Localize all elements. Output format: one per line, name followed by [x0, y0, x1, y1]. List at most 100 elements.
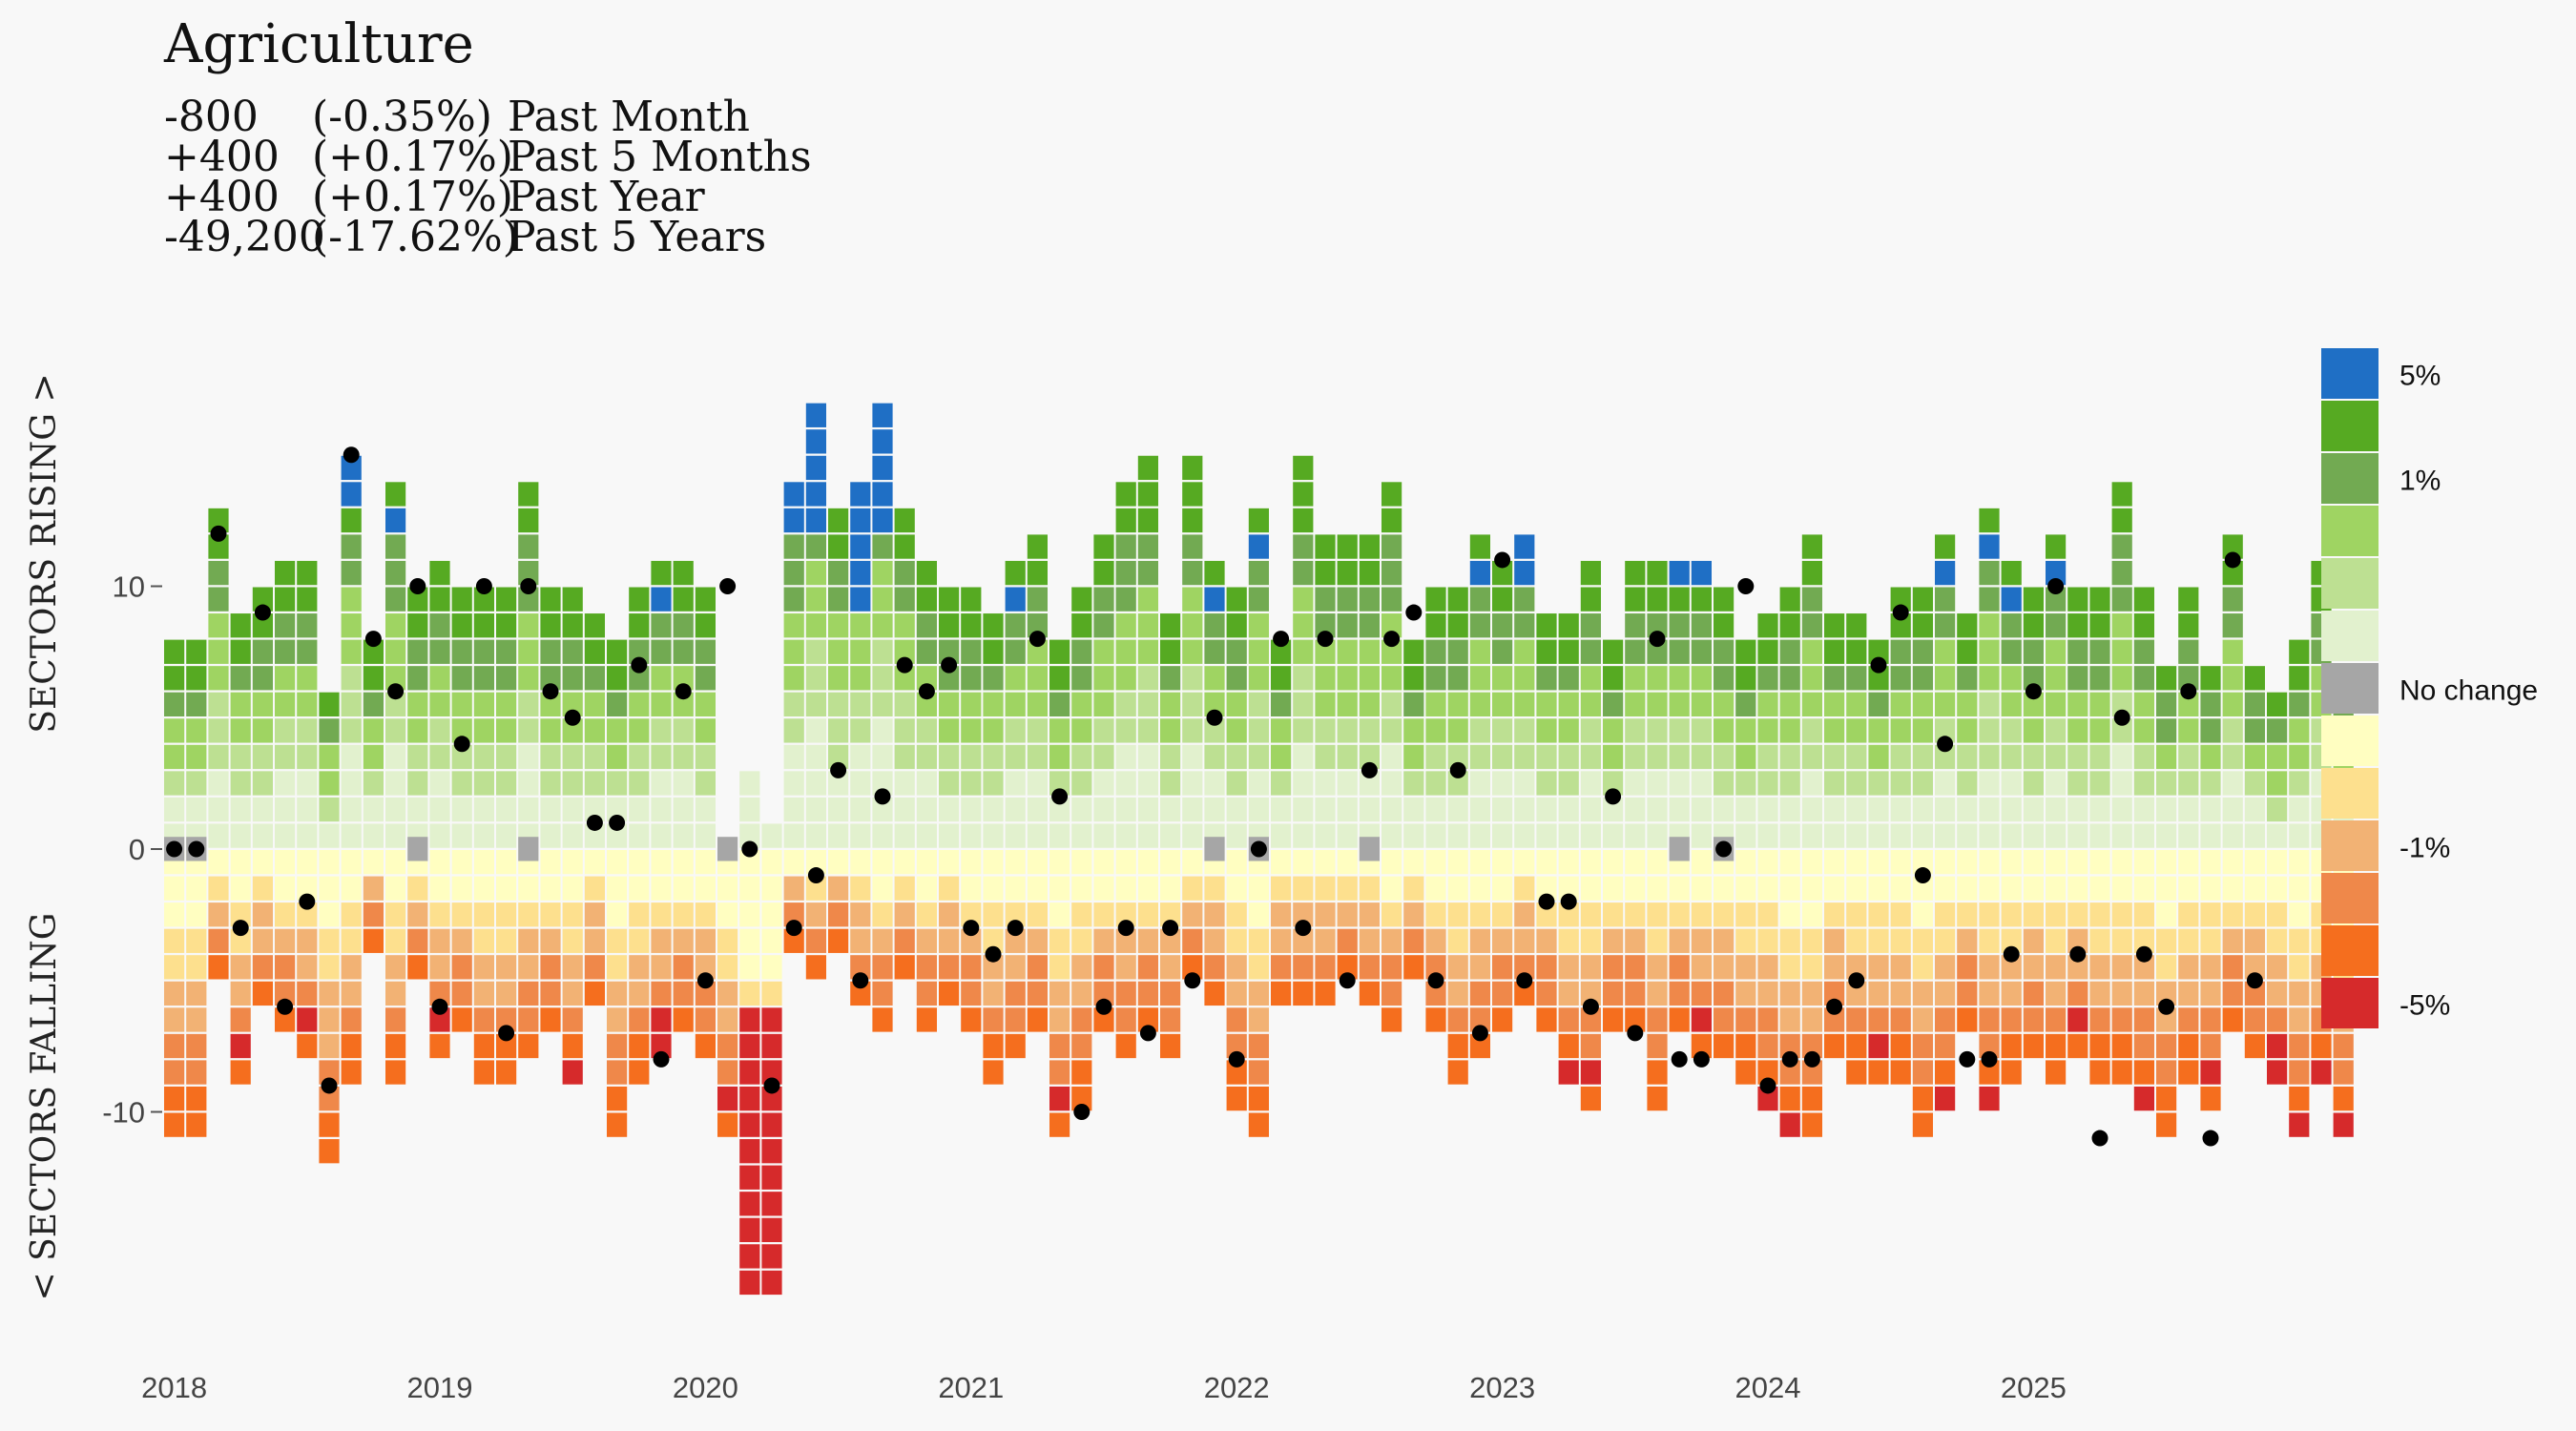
rising-cell: [1226, 823, 1247, 848]
falling-cell: [783, 928, 804, 953]
falling-cell: [1403, 955, 1424, 980]
rising-cell: [872, 613, 893, 638]
rising-cell: [1469, 823, 1490, 848]
rising-cell: [1403, 718, 1424, 743]
rising-cell: [916, 823, 937, 848]
falling-cell: [186, 902, 207, 927]
rising-cell: [1248, 692, 1269, 716]
rising-cell: [1957, 613, 1978, 638]
falling-cell: [385, 981, 406, 1006]
falling-cell: [2111, 955, 2132, 980]
no-change-cell: [1359, 837, 1380, 861]
rising-cell: [1005, 823, 1026, 848]
falling-cell: [252, 981, 273, 1006]
falling-cell: [1204, 876, 1225, 901]
rising-cell: [2001, 797, 2022, 822]
rising-cell: [850, 508, 871, 533]
rising-cell: [208, 797, 229, 822]
falling-cell: [1801, 1060, 1822, 1085]
rising-cell: [562, 797, 583, 822]
rising-cell: [673, 718, 694, 743]
falling-cell: [1824, 928, 1845, 953]
falling-cell: [2089, 876, 2110, 901]
rising-cell: [275, 797, 296, 822]
rising-cell: [651, 587, 672, 612]
rising-cell: [562, 823, 583, 848]
net-change-dot: [2003, 945, 2020, 963]
falling-cell: [164, 955, 185, 980]
net-change-dot: [2025, 683, 2042, 700]
falling-cell: [983, 1007, 1004, 1032]
rising-cell: [540, 587, 561, 612]
falling-cell: [1647, 928, 1668, 953]
falling-cell: [2200, 981, 2221, 1006]
falling-cell: [562, 1007, 583, 1032]
falling-cell: [2046, 981, 2067, 1006]
falling-cell: [451, 981, 472, 1006]
rising-cell: [2133, 771, 2154, 796]
rising-cell: [1137, 455, 1158, 481]
rising-cell: [695, 613, 716, 638]
rising-cell: [2267, 744, 2288, 770]
rising-cell: [2178, 666, 2199, 691]
falling-cell: [783, 876, 804, 901]
rising-cell: [916, 666, 937, 691]
rising-cell: [252, 744, 273, 770]
falling-cell: [1093, 876, 1114, 901]
falling-cell: [739, 1192, 760, 1216]
rising-cell: [1337, 823, 1358, 848]
falling-cell: [363, 876, 384, 901]
rising-cell: [1359, 639, 1380, 664]
falling-cell: [651, 902, 672, 927]
falling-cell: [1868, 876, 1889, 901]
falling-cell: [1027, 902, 1048, 927]
rising-cell: [1669, 692, 1690, 716]
rising-cell: [961, 718, 982, 743]
rising-cell: [297, 823, 318, 848]
falling-cell: [1735, 850, 1756, 875]
falling-cell: [1447, 955, 1468, 980]
rising-cell: [894, 613, 915, 638]
falling-cell: [1935, 955, 1956, 980]
falling-cell: [2267, 876, 2288, 901]
falling-cell: [2046, 928, 2067, 953]
rising-cell: [407, 797, 428, 822]
net-change-dot: [2069, 945, 2087, 963]
rising-cell: [2089, 823, 2110, 848]
rising-cell: [1071, 771, 1092, 796]
rising-cell: [1093, 771, 1114, 796]
net-change-dot: [1870, 656, 1887, 674]
rising-cell: [164, 692, 185, 716]
legend-label: No change: [2399, 675, 2538, 707]
falling-cell: [2267, 928, 2288, 953]
rising-cell: [1514, 560, 1535, 586]
falling-cell: [1447, 850, 1468, 875]
falling-cell: [1979, 850, 2000, 875]
falling-cell: [1580, 981, 1601, 1006]
rising-cell: [473, 613, 494, 638]
rising-cell: [1248, 560, 1269, 586]
rising-cell: [2178, 744, 2199, 770]
falling-cell: [473, 955, 494, 980]
rising-cell: [1714, 718, 1735, 743]
legend-swatch: [2321, 925, 2379, 976]
rising-cell: [1049, 692, 1070, 716]
rising-cell: [230, 639, 251, 664]
rising-cell: [275, 744, 296, 770]
rising-cell: [584, 718, 605, 743]
falling-cell: [1293, 876, 1314, 901]
rising-cell: [208, 508, 229, 533]
net-change-dot: [2113, 709, 2130, 726]
rising-cell: [673, 560, 694, 586]
falling-cell: [1603, 928, 1624, 953]
falling-cell: [1935, 1060, 1956, 1085]
falling-cell: [1890, 1060, 1911, 1085]
rising-cell: [208, 823, 229, 848]
falling-cell: [1912, 1086, 1933, 1111]
rising-cell: [2156, 692, 2177, 716]
falling-cell: [1935, 1086, 1956, 1111]
rising-cell: [1979, 639, 2000, 664]
falling-cell: [1226, 1007, 1247, 1032]
falling-cell: [717, 981, 738, 1006]
rising-cell: [850, 718, 871, 743]
